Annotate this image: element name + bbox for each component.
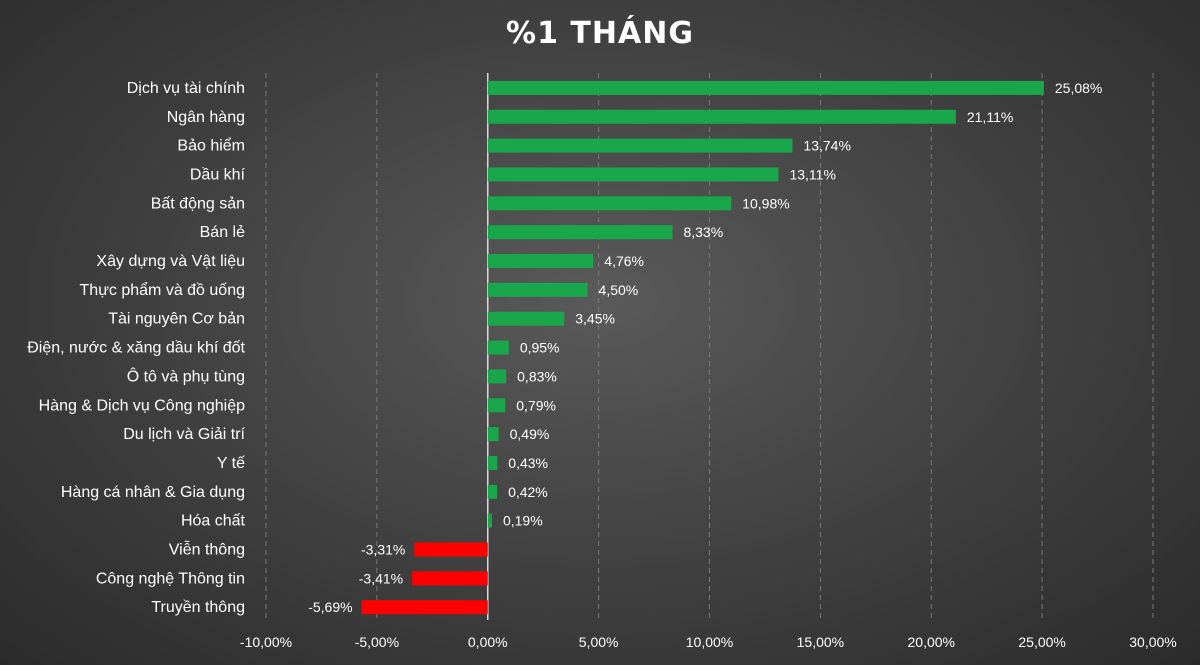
category-label: Bất động sản xyxy=(151,195,245,212)
bar xyxy=(487,225,673,240)
category-label: Tài nguyên Cơ bản xyxy=(108,311,245,328)
data-label: 13,74% xyxy=(803,138,850,154)
data-label: 0,42% xyxy=(508,484,548,500)
category-label: Công nghệ Thông tin xyxy=(96,570,245,587)
x-tick-label: 5,00% xyxy=(579,634,619,650)
data-label: 0,49% xyxy=(510,426,550,442)
x-tick-label: 25,00% xyxy=(1018,634,1065,650)
data-label: 4,50% xyxy=(599,282,639,298)
category-label: Điện, nước & xăng dầu khí đốt xyxy=(27,340,245,357)
x-axis-tick-labels: -10,00% -5,00% 0,00% 5,00% 10,00% 15,00% 20,00… xyxy=(240,634,1177,650)
category-label: Dịch vụ tài chính xyxy=(127,80,245,97)
bars xyxy=(361,80,1044,615)
data-label: 4,76% xyxy=(604,253,644,269)
category-label: Dầu khí xyxy=(190,166,246,183)
bar xyxy=(361,600,488,615)
bar xyxy=(487,311,565,326)
category-label: Xây dựng và Vật liệu xyxy=(96,253,245,270)
bar xyxy=(487,340,509,355)
data-label: -5,69% xyxy=(308,599,352,615)
data-label: 0,95% xyxy=(520,340,560,356)
category-label: Viễn thông xyxy=(169,540,245,559)
category-label: Bảo hiểm xyxy=(177,137,245,155)
category-label: Ngân hàng xyxy=(167,109,245,126)
x-tick-label: -5,00% xyxy=(355,634,399,650)
data-label: 8,33% xyxy=(683,224,723,240)
category-label: Thực phẩm và đồ uống xyxy=(80,281,245,299)
category-label: Hàng cá nhân & Gia dụng xyxy=(61,484,245,501)
x-tick-label: -10,00% xyxy=(240,634,292,650)
bar xyxy=(487,513,492,528)
value-labels: 25,08% 21,11% 13,74% 13,11%10,98% 8,33% 4,76%… xyxy=(308,80,1102,615)
category-label: Truyền thông xyxy=(151,599,245,616)
bar xyxy=(487,254,594,269)
data-label: 0,79% xyxy=(516,397,556,413)
bar xyxy=(412,571,488,586)
data-label: 0,19% xyxy=(503,513,543,529)
gridlines xyxy=(265,73,1154,620)
category-label: Hóa chất xyxy=(181,513,246,530)
x-tick-label: 15,00% xyxy=(797,634,844,650)
x-tick-label: 30,00% xyxy=(1129,634,1176,650)
data-label: 10,98% xyxy=(742,195,789,211)
bar xyxy=(487,455,498,470)
data-label: 0,43% xyxy=(508,455,548,471)
bar xyxy=(487,167,779,182)
x-tick-label: 10,00% xyxy=(686,634,733,650)
bar xyxy=(487,398,506,413)
bar xyxy=(487,282,588,297)
category-label: Y tế xyxy=(217,455,245,472)
x-tick-label: 20,00% xyxy=(908,634,955,650)
data-label: 25,08% xyxy=(1055,80,1102,96)
data-label: 0,83% xyxy=(517,368,557,384)
data-label: 3,45% xyxy=(575,311,615,327)
bar xyxy=(487,484,498,499)
data-label: -3,31% xyxy=(361,542,405,558)
data-label: -3,41% xyxy=(359,570,403,586)
x-tick-label: 0,00% xyxy=(468,634,508,650)
category-label: Bán lẻ xyxy=(200,224,245,241)
data-label: 21,11% xyxy=(967,109,1013,125)
data-label: 13,11% xyxy=(789,166,835,182)
bar xyxy=(487,196,732,211)
bar xyxy=(487,138,793,153)
chart-title: %1 THÁNG xyxy=(506,15,694,51)
category-label: Hàng & Dịch vụ Công nghiệp xyxy=(39,397,245,414)
bar xyxy=(487,109,956,124)
category-labels: Dịch vụ tài chính Ngân hàng Bảo hiểm Dầu kh… xyxy=(27,80,245,616)
category-label: Du lịch và Giải trí xyxy=(123,426,245,443)
category-label: Ô tô và phụ tùng xyxy=(127,366,245,385)
bar xyxy=(487,80,1044,95)
bar xyxy=(487,369,507,384)
bar xyxy=(487,427,499,442)
bar xyxy=(414,542,488,557)
